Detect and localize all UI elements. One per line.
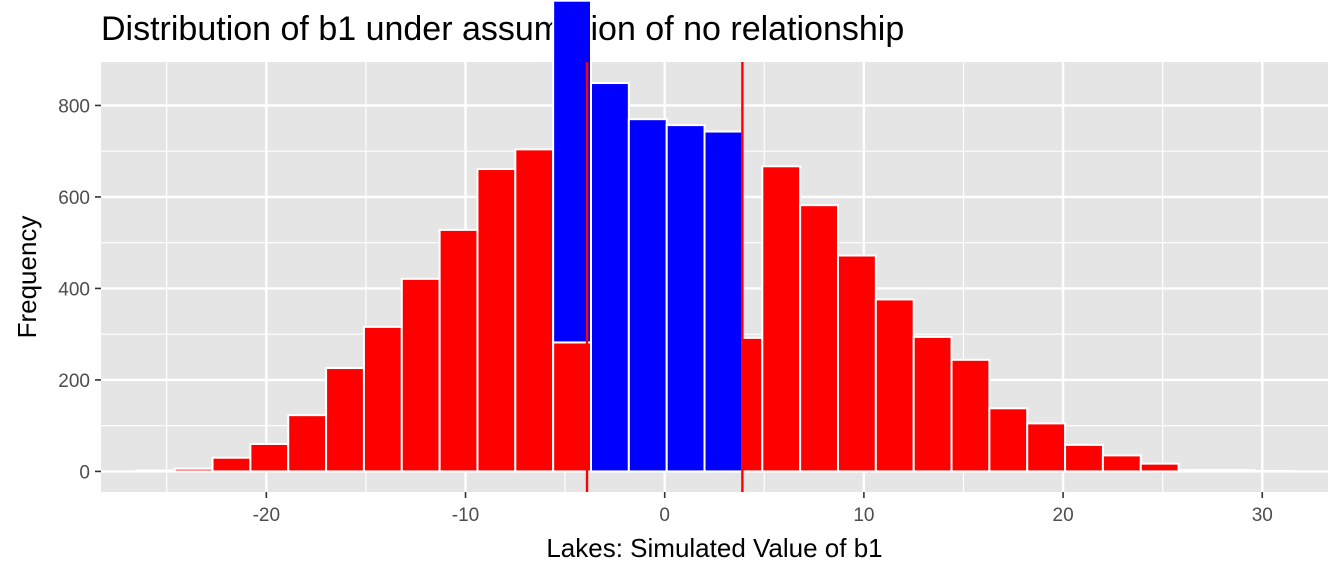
histogram-bar-tail (836, 254, 877, 473)
histogram-bar-tail (761, 165, 802, 473)
histogram-bar-tail (438, 228, 479, 473)
histogram-bar-tail (1026, 422, 1067, 473)
x-axis-title: Lakes: Simulated Value of b1 (546, 533, 882, 563)
x-tick-label: -10 (452, 505, 479, 526)
x-tick-label: 10 (853, 505, 874, 526)
histogram-bar-tail (1177, 469, 1218, 473)
y-axis-ticks: 0 200 400 600 800 (58, 96, 101, 483)
histogram-bars (135, 0, 1294, 473)
y-tick-label: 600 (58, 188, 90, 209)
y-tick-label: 800 (58, 96, 90, 117)
x-tick-label: 30 (1252, 505, 1273, 526)
histogram-bar-middle (703, 130, 744, 473)
histogram-bar-tail (400, 277, 441, 473)
histogram-bar-tail (287, 414, 328, 473)
histogram-bar-tail (1139, 462, 1180, 473)
histogram-bar-tail (476, 168, 517, 473)
histogram-bar-tail (950, 358, 991, 473)
x-tick-label: -20 (253, 505, 280, 526)
x-axis-ticks: -20 -10 0 10 20 30 (253, 492, 1273, 526)
histogram-bar-tail (1215, 469, 1256, 473)
histogram-bar-tail (874, 298, 915, 473)
y-axis-title: Frequency (12, 216, 42, 339)
cutoff-lines (585, 62, 744, 492)
histogram-bar-tail (552, 341, 593, 473)
histogram-bar-tail (1064, 443, 1104, 473)
histogram-bar-middle (627, 118, 668, 473)
histogram-bar-tail (514, 148, 555, 473)
x-tick-label: 20 (1053, 505, 1074, 526)
chart-title: Distribution of b1 under assumption of n… (101, 10, 904, 48)
histogram-bar-tail (211, 456, 252, 473)
histogram-bar-tail (1101, 454, 1142, 473)
y-tick-label: 200 (58, 371, 90, 392)
y-tick-label: 400 (58, 279, 90, 300)
histogram-bar-tail (135, 469, 176, 473)
histogram-bar-middle (590, 82, 630, 473)
histogram-bar-tail (799, 204, 839, 473)
histogram-bar-tail (325, 367, 365, 473)
histogram-bar-middle (552, 0, 593, 344)
histogram-bar-middle (665, 124, 706, 473)
histogram-bar-tail (362, 325, 403, 473)
histogram-bar-tail (249, 442, 290, 473)
histogram-bar-tail (173, 467, 214, 473)
histogram-bar-tail (912, 335, 953, 473)
histogram-bar-tail (988, 407, 1029, 473)
x-tick-label: 0 (659, 505, 670, 526)
y-tick-label: 0 (79, 462, 90, 483)
